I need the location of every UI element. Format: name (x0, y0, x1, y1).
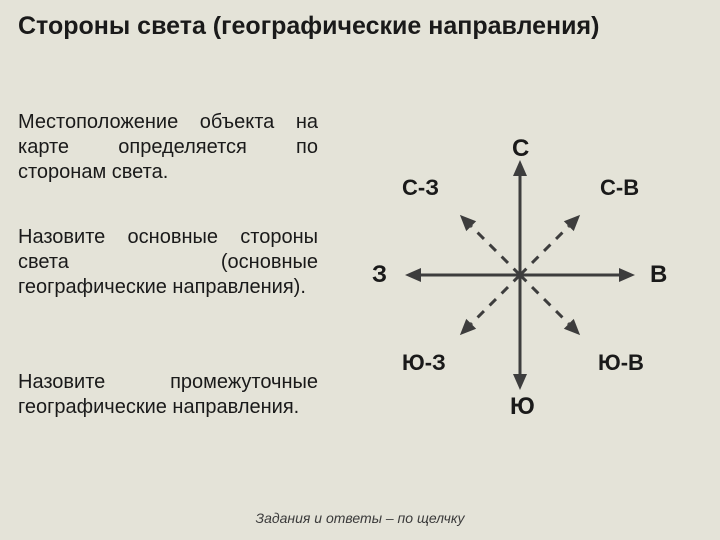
label-west: З (372, 261, 387, 289)
paragraph-2: Назовите основные стороны света (основны… (18, 225, 318, 300)
paragraph-3: Назовите промежуточные географические на… (18, 370, 318, 420)
paragraph-1: Местоположение объекта на карте определя… (18, 110, 318, 185)
label-north: С (512, 135, 529, 163)
label-south: Ю (510, 393, 535, 421)
compass-rose: С Ю З В С-З С-В Ю-З Ю-В (390, 145, 650, 405)
label-northeast: С-В (600, 175, 639, 201)
label-southwest: Ю-З (402, 350, 446, 376)
footer-hint: Задания и ответы – по щелчку (0, 510, 720, 526)
label-southeast: Ю-В (598, 350, 644, 376)
page-title: Стороны света (географические направлени… (18, 12, 599, 41)
label-east: В (650, 261, 667, 289)
label-northwest: С-З (402, 175, 439, 201)
slide: Стороны света (географические направлени… (0, 0, 720, 540)
